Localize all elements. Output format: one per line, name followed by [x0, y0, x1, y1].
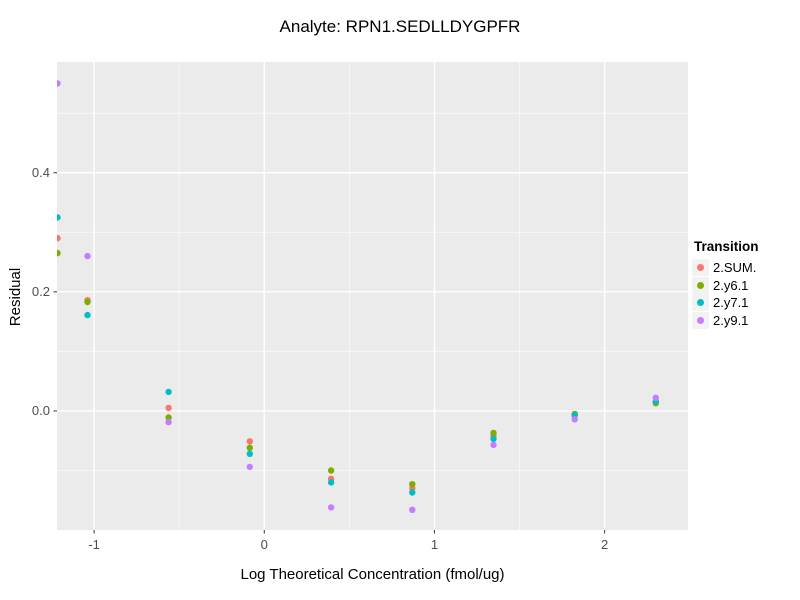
point-2.y9.1 [246, 463, 253, 471]
point-2.y7.1 [490, 435, 497, 443]
legend-title: Transition [694, 239, 759, 254]
point-2.y6.1 [327, 467, 335, 474]
point-2.y7.1 [57, 214, 61, 221]
point-2.y7.1 [84, 311, 91, 319]
y-tick-label: 0.0 [31, 403, 50, 419]
point-2.y9.1 [327, 504, 335, 511]
y-tick-label: 0.4 [31, 165, 50, 181]
point-2.y6.1 [165, 414, 172, 421]
legend-label: 2.y9.1 [713, 312, 749, 328]
point-2.y7.1 [409, 489, 416, 496]
legend-key [692, 276, 709, 294]
legend-key [692, 311, 709, 329]
y-tick-label: 0.2 [31, 284, 50, 300]
point-2.SUM. [246, 438, 253, 445]
x-tick-label: 0 [260, 537, 268, 552]
x-tick-label: -1 [88, 537, 100, 552]
point-2.y7.1 [246, 450, 253, 457]
point-2.y9.1 [490, 441, 497, 449]
legend-key [692, 294, 709, 312]
point-2.y6.1 [409, 481, 416, 488]
point-2.y6.1 [246, 444, 253, 451]
point-2.y9.1 [57, 80, 61, 87]
point-2.y9.1 [409, 506, 416, 513]
point-2.y9.1 [84, 252, 91, 260]
panel-background [57, 62, 688, 530]
legend-entries: 2.SUM. 2.y6.1 2.y7.1 2.y9.1 [692, 259, 798, 329]
point-2.y6.1 [84, 298, 91, 306]
legend-entry-2.y7.1: 2.y7.1 [692, 294, 798, 312]
x-tick-label: 1 [430, 537, 439, 552]
plot-title: Analyte: RPN1.SEDLLDYGPFR [279, 17, 521, 36]
point-2.y9.1 [571, 416, 578, 423]
legend-point-icon [697, 264, 704, 272]
legend-point-icon [697, 316, 704, 324]
point-2.SUM. [165, 404, 172, 412]
legend: Transition 2.SUM. 2.y6.1 2.y7.1 2.y9.1 [692, 239, 798, 329]
legend-label: 2.y7.1 [713, 295, 749, 311]
legend-entry-2.SUM.: 2.SUM. [692, 259, 798, 277]
legend-point-icon [697, 281, 704, 289]
point-2.y6.1 [57, 249, 61, 257]
point-2.y7.1 [165, 388, 172, 396]
point-2.y6.1 [490, 429, 497, 437]
legend-entry-2.y9.1: 2.y9.1 [692, 311, 798, 330]
legend-label: 2.SUM. [713, 260, 757, 276]
point-2.y7.1 [327, 479, 335, 486]
point-2.SUM. [57, 235, 61, 242]
legend-label: 2.y6.1 [713, 277, 749, 293]
data-points [57, 80, 659, 513]
x-axis-title: Log Theoretical Concentration (fmol/ug) [240, 566, 505, 583]
legend-entry-2.y6.1: 2.y6.1 [692, 276, 798, 295]
legend-key [692, 259, 709, 277]
legend-point-icon [697, 299, 704, 307]
x-tick-label: 2 [600, 537, 609, 552]
point-2.y9.1 [165, 419, 172, 426]
point-2.y9.1 [652, 394, 659, 401]
